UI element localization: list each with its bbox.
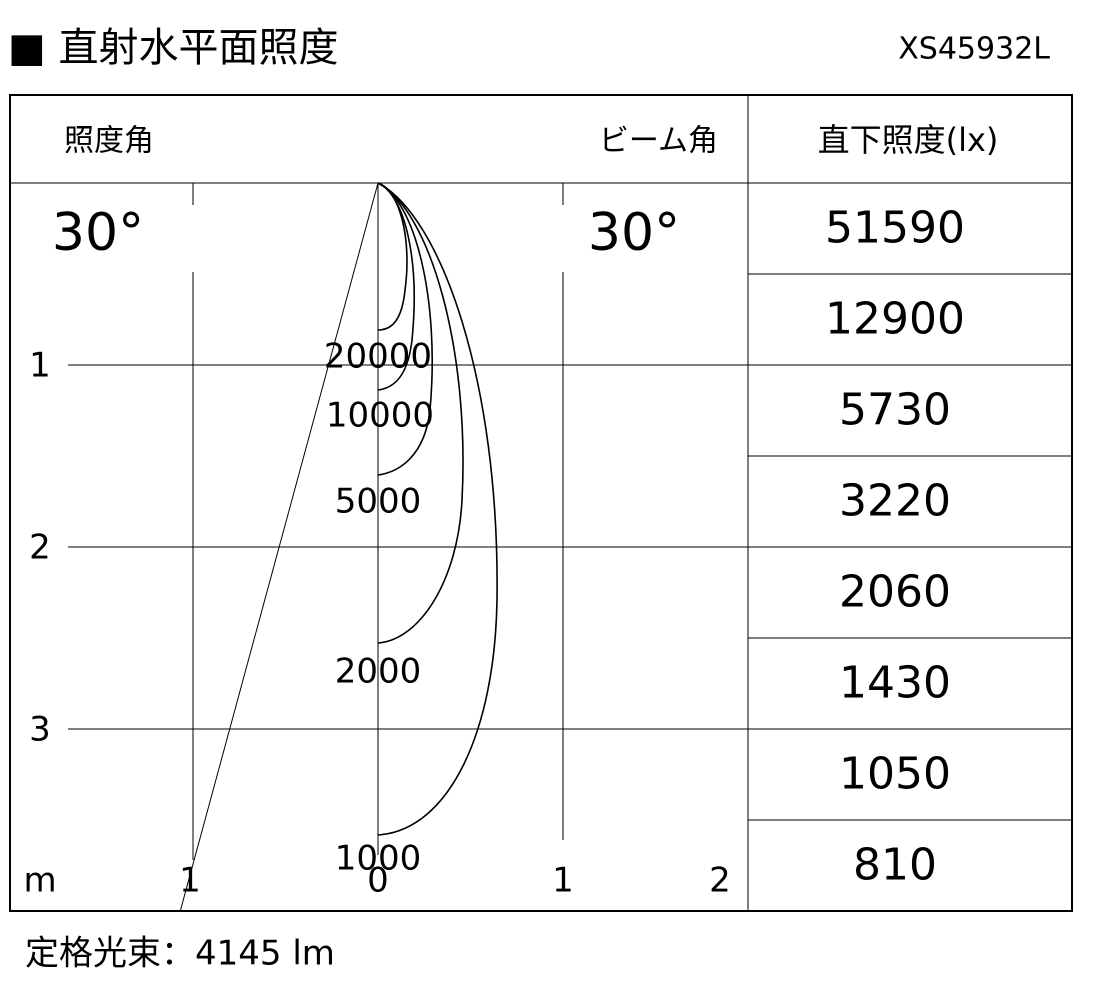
illuminance-value: 12900	[825, 294, 965, 345]
lateral-tick: 1	[179, 861, 201, 901]
contour-label: 1000	[335, 839, 422, 879]
contour	[377, 182, 498, 836]
lateral-tick: 2	[709, 861, 731, 901]
frame	[9, 94, 1073, 912]
model-number: XS45932L	[898, 32, 1050, 67]
contour	[377, 182, 433, 476]
col-header: 照度角	[64, 124, 154, 159]
contour-label: 10000	[326, 396, 434, 436]
illuminance-value: 5730	[839, 385, 951, 436]
contour-label: 20000	[324, 337, 432, 377]
title: ■ 直射水平面照度	[8, 25, 339, 71]
distance-tick: 2	[29, 528, 51, 568]
contour-label: 2000	[335, 652, 422, 692]
illuminance-value: 2060	[839, 567, 951, 618]
contour	[377, 182, 415, 391]
unit: m	[23, 861, 56, 901]
contour	[377, 182, 464, 644]
illuminance-angle: 30°	[52, 203, 144, 263]
lateral-tick: 1	[552, 861, 574, 901]
illuminance-value: 3220	[839, 476, 951, 527]
distance-tick: 1	[29, 346, 51, 386]
rated-flux: 定格光束：4145 lm	[25, 934, 335, 974]
distance-tick: 3	[29, 710, 51, 750]
lateral-tick: 0	[367, 861, 389, 901]
beam-line	[179, 182, 379, 913]
illuminance-value: 810	[853, 840, 937, 891]
illuminance-value: 1050	[839, 749, 951, 800]
illuminance-value: 1430	[839, 658, 951, 709]
col-header: 直下照度(lx)	[818, 121, 999, 159]
illuminance-value: 51590	[825, 203, 965, 254]
beam-angle: 30°	[588, 203, 680, 263]
col-header: ビーム角	[599, 124, 718, 159]
contour-label: 5000	[335, 482, 422, 522]
